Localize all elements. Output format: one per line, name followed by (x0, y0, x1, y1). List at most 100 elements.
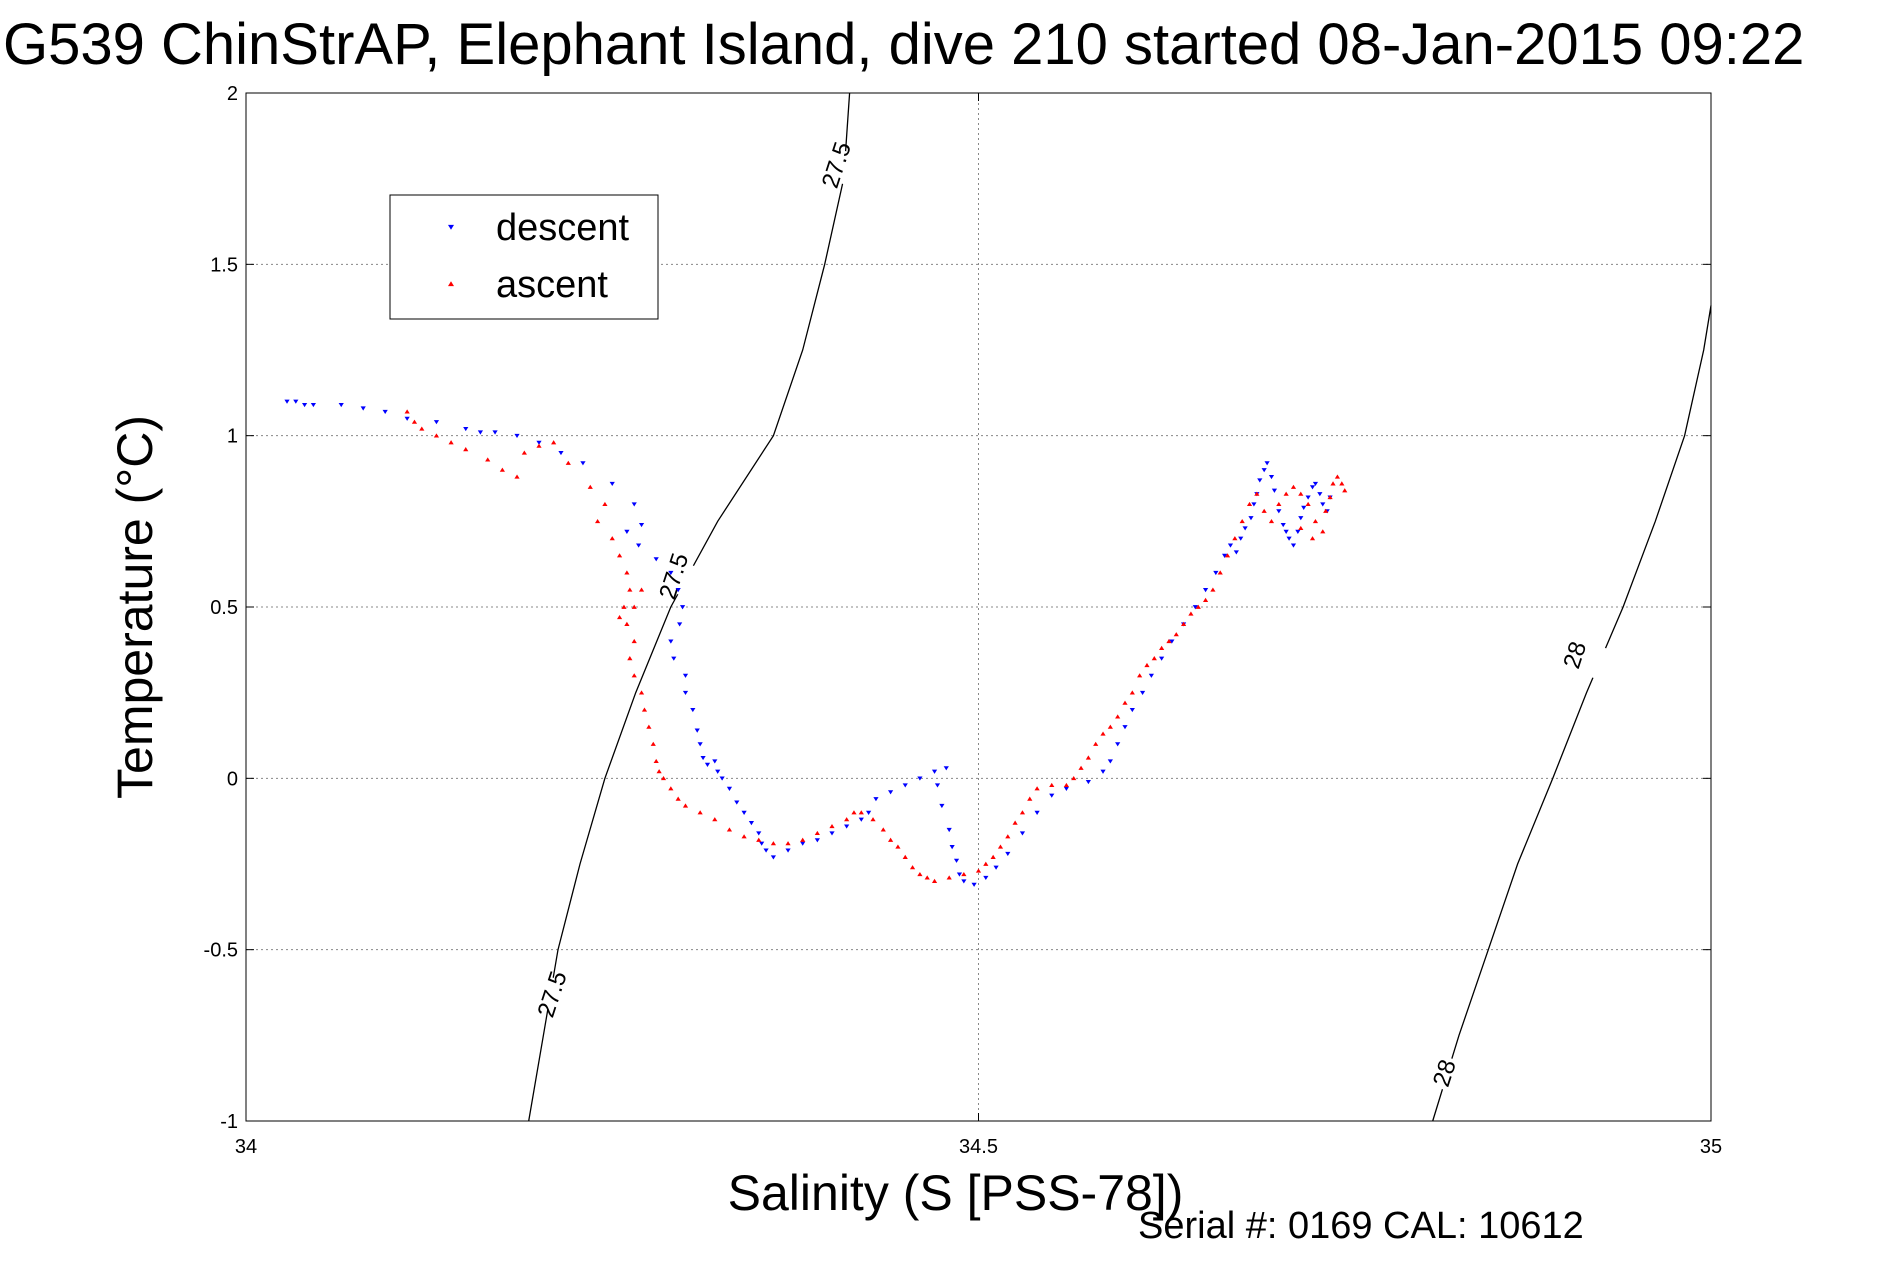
ascent-point (756, 838, 761, 842)
ascent-point (536, 444, 541, 448)
ascent-point (434, 433, 439, 437)
descent-point (800, 842, 805, 846)
descent-point (859, 818, 864, 822)
ascent-point (1013, 821, 1018, 825)
ascent-point (800, 838, 805, 842)
ascent-point (1086, 755, 1091, 759)
descent-point (756, 831, 761, 835)
descent-point (1248, 516, 1253, 520)
ascent-point (870, 817, 875, 821)
descent-point (1108, 759, 1113, 763)
ascent-point (1108, 725, 1113, 729)
y-tick-label: 1 (227, 426, 238, 448)
descent-point (284, 400, 289, 404)
ascent-point (932, 879, 937, 883)
ascent-point (844, 817, 849, 821)
y-tick-label: 0.5 (210, 597, 238, 619)
ascent-point (1203, 598, 1208, 602)
ascent-point (1005, 834, 1010, 838)
descent-point (727, 787, 732, 791)
ascent-point (1284, 492, 1289, 496)
descent-point (690, 708, 695, 712)
y-tick-label: -1 (220, 1111, 238, 1133)
descent-point (1306, 496, 1311, 500)
descent-point (636, 544, 641, 548)
descent-point (1317, 492, 1322, 496)
ascent-point (947, 875, 952, 879)
ascent-point (961, 872, 966, 876)
ascent-point (632, 673, 637, 677)
ascent-point (881, 827, 886, 831)
descent-point (514, 434, 519, 438)
descent-point (749, 821, 754, 825)
ascent-point (551, 440, 556, 444)
ascent-point (668, 786, 673, 790)
series-ascent (405, 409, 1348, 883)
descent-point (763, 848, 768, 852)
descent-point (1265, 461, 1270, 465)
x-axis-label: Salinity (S [PSS-78]) (728, 1165, 1184, 1221)
ascent-point (1035, 786, 1040, 790)
descent-point (361, 406, 366, 410)
ascent-point (651, 742, 656, 746)
ascent-point (1020, 810, 1025, 814)
descent-point (339, 403, 344, 407)
descent-point (720, 777, 725, 781)
descent-point (698, 742, 703, 746)
ascent-point (925, 875, 930, 879)
ascent-point (742, 834, 747, 838)
descent-point (463, 427, 468, 431)
ascent-point (1342, 488, 1347, 492)
descent-point (1298, 516, 1303, 520)
ascent-point (595, 519, 600, 523)
ascent-point (1159, 646, 1164, 650)
descent-point (1257, 478, 1262, 482)
descent-point (683, 674, 688, 678)
ascent-point (522, 450, 527, 454)
ascent-point (1262, 509, 1267, 513)
ascent-point (683, 803, 688, 807)
legend-label-descent: descent (496, 207, 630, 249)
descent-point (680, 605, 685, 609)
ascent-point (815, 831, 820, 835)
ascent-point (1291, 485, 1296, 489)
ascent-point (566, 461, 571, 465)
ascent-point (405, 409, 410, 413)
ascent-point (1027, 797, 1032, 801)
descent-point (1130, 708, 1135, 712)
x-tick-label: 34 (235, 1136, 257, 1158)
ascent-point (983, 862, 988, 866)
descent-point (302, 403, 307, 407)
ascent-point (610, 536, 615, 540)
ascent-point (654, 759, 659, 763)
ascent-point (1247, 502, 1252, 506)
ascent-point (1240, 519, 1245, 523)
ascent-point (624, 622, 629, 626)
descent-point (972, 883, 977, 887)
descent-point (1149, 674, 1154, 678)
descent-point (734, 801, 739, 805)
ascent-point (1115, 714, 1120, 718)
descent-point (888, 790, 893, 794)
descent-point (1251, 502, 1256, 506)
ascent-point (829, 824, 834, 828)
descent-point (1140, 691, 1145, 695)
descent-point (961, 879, 966, 883)
descent-point (939, 804, 944, 808)
descent-point (671, 657, 676, 661)
ascent-point (888, 838, 893, 842)
ascent-point (903, 855, 908, 859)
descent-point (695, 729, 700, 733)
descent-point (993, 866, 998, 870)
ascent-point (1188, 612, 1193, 616)
descent-point (632, 502, 637, 506)
descent-point (873, 797, 878, 801)
ascent-point (1232, 536, 1237, 540)
ascent-point (1310, 536, 1315, 540)
descent-point (903, 783, 908, 787)
ascent-point (642, 707, 647, 711)
descent-point (624, 530, 629, 534)
ascent-point (676, 797, 681, 801)
descent-point (580, 461, 585, 465)
ascent-point (646, 725, 651, 729)
